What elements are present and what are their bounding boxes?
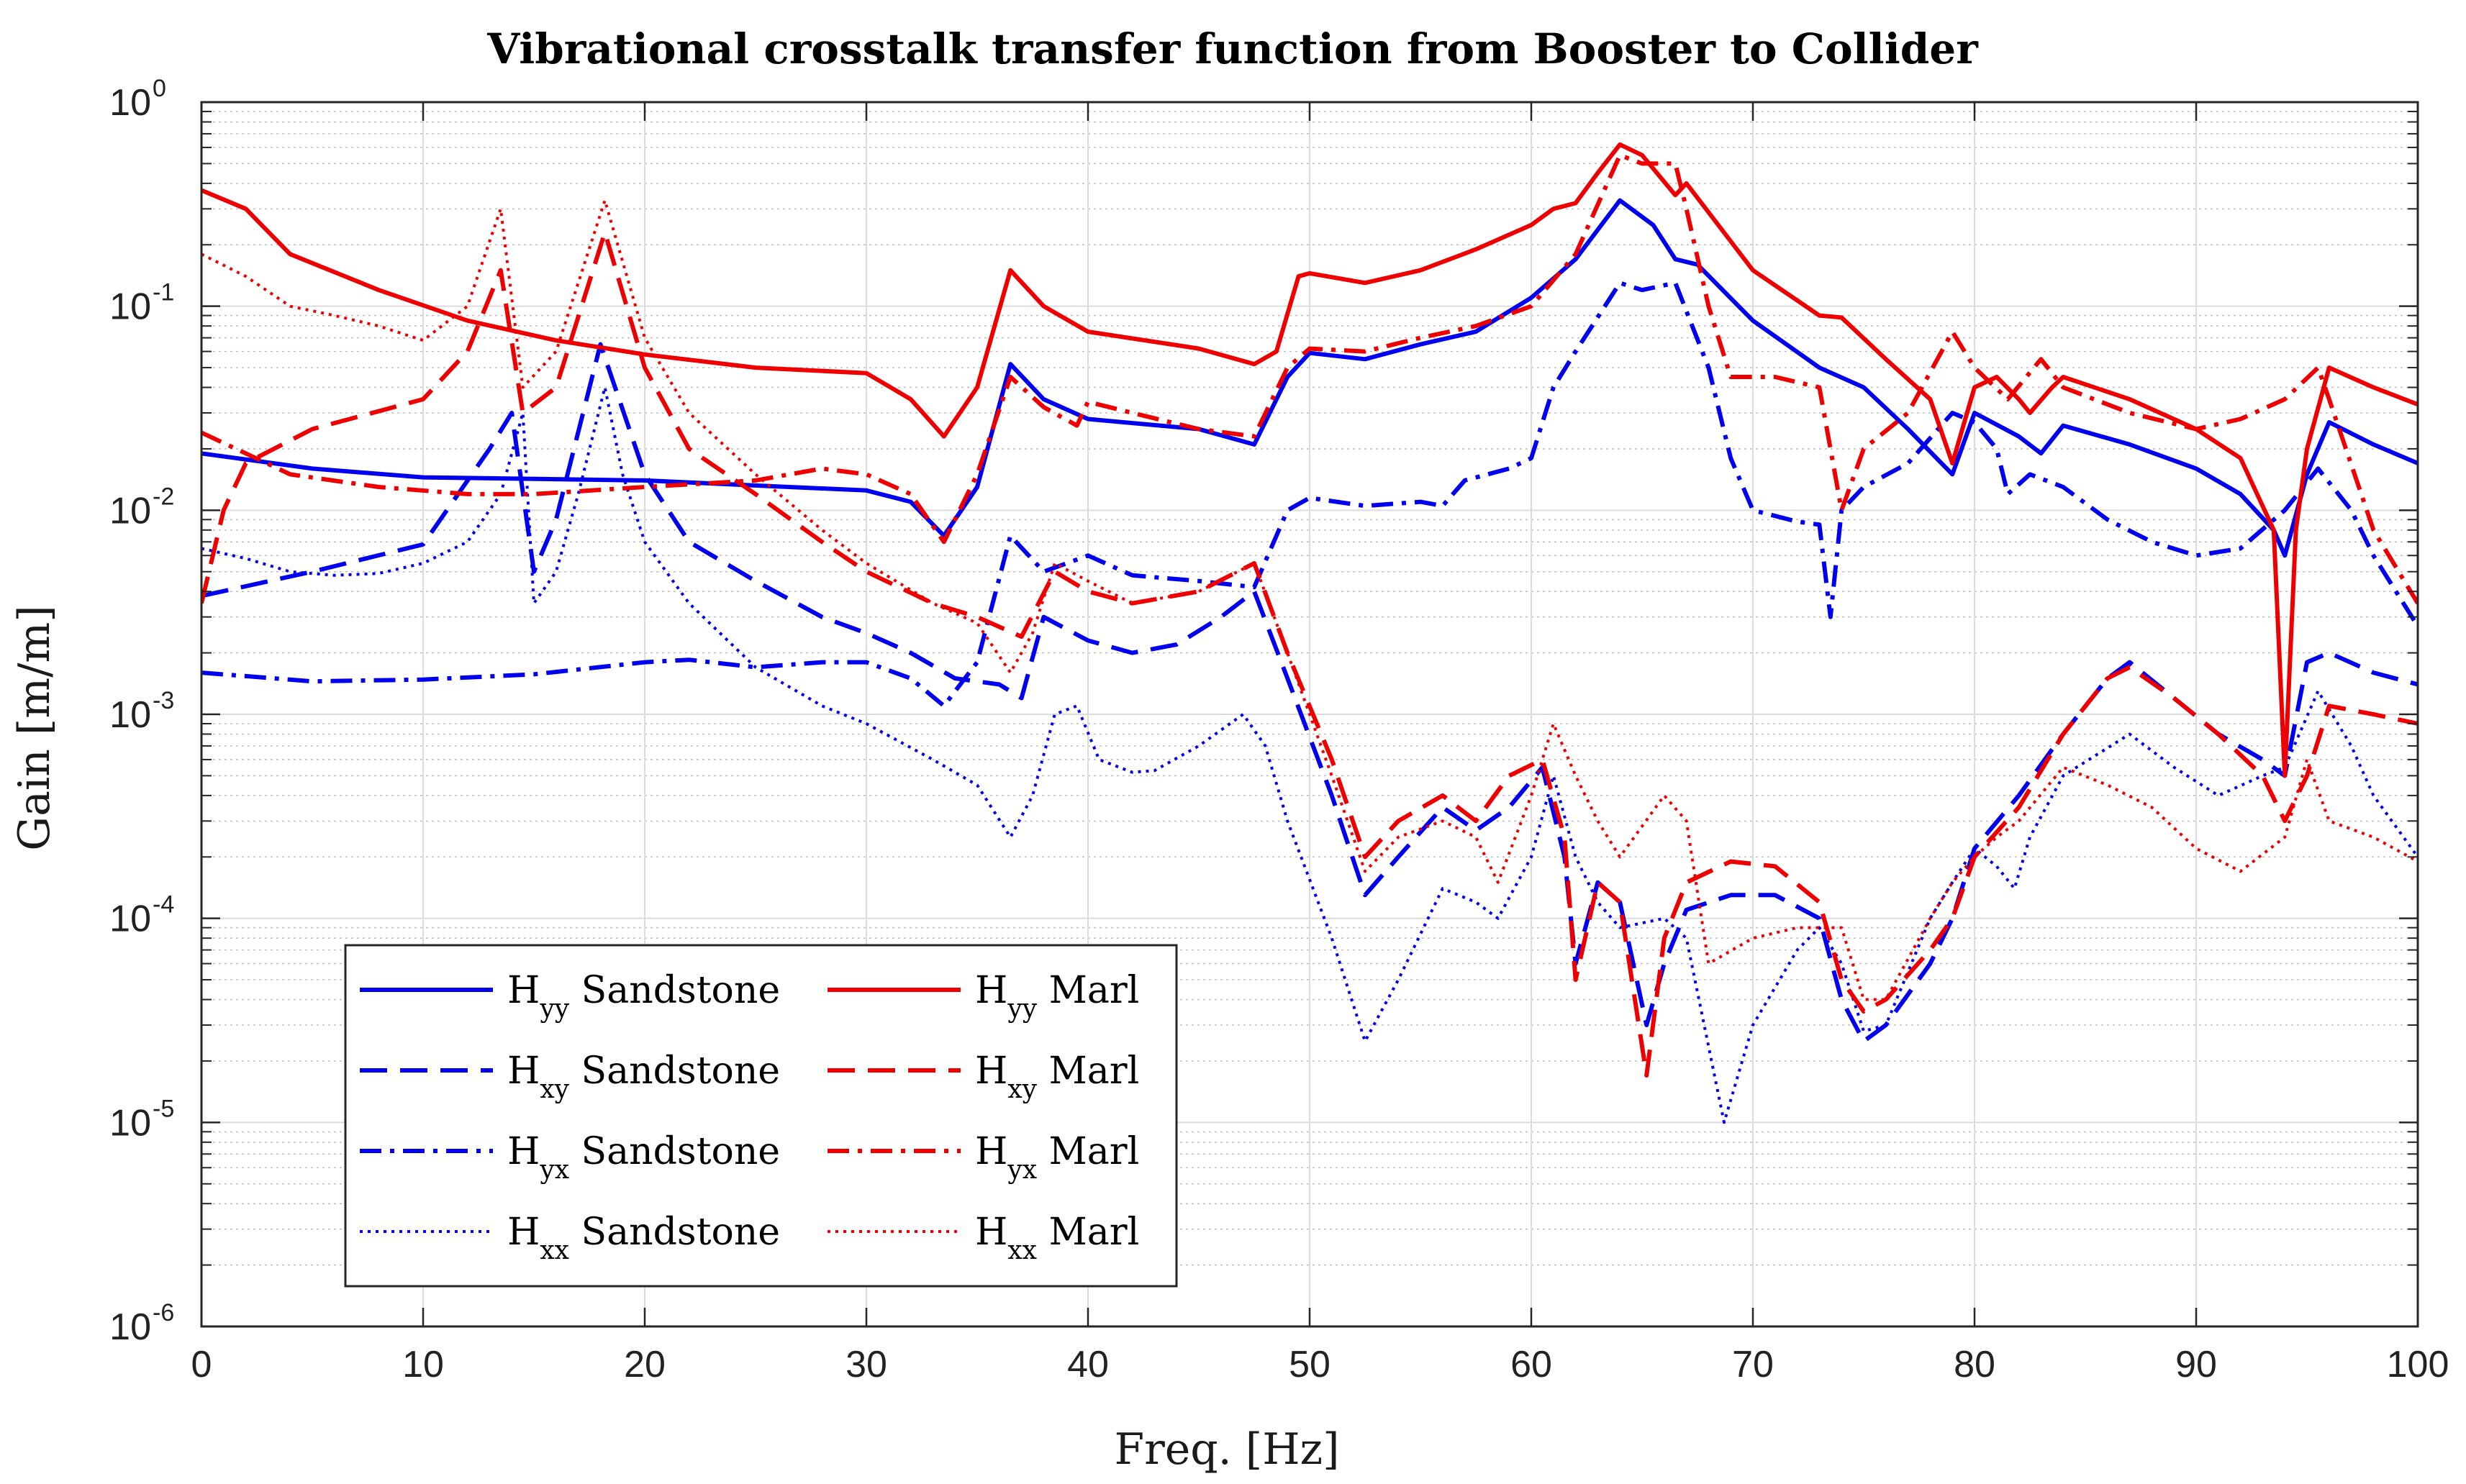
y-tick-label-base: 10 (109, 1102, 151, 1144)
y-tick-label-base: 10 (109, 694, 151, 736)
legend-label: Hyy Sandstone (507, 969, 780, 1024)
legend: Hyy Sandstone Hyy Marl Hxy Sandstone Hxy Ma… (344, 944, 1178, 1288)
y-tick-label: 10 -1 (109, 279, 174, 328)
x-tick-label: 70 (1732, 1344, 1774, 1385)
x-tick-label: 40 (1067, 1344, 1109, 1385)
axis-ticks (200, 101, 2419, 1328)
series-line-2 (201, 342, 2418, 1044)
y-tick-label-base: 10 (109, 1306, 151, 1348)
x-axis-label: Freq. [Hz] (1114, 1424, 1339, 1475)
series-line-5 (201, 142, 2418, 778)
series-line-8 (201, 199, 2418, 1001)
x-tick-label: 60 (1510, 1344, 1552, 1385)
x-tick-label: 80 (1954, 1344, 1995, 1385)
y-tick-label-exponent: -1 (153, 279, 174, 306)
x-tick-label: 0 (191, 1344, 212, 1385)
series-line-4 (201, 386, 2418, 1124)
legend-label: Hyy Marl (975, 969, 1139, 1024)
x-tick-label: 30 (846, 1344, 887, 1385)
x-tick-label: 10 (402, 1344, 444, 1385)
legend-label: Hxy Sandstone (507, 1050, 780, 1104)
x-tick-label: 90 (2175, 1344, 2217, 1385)
x-tick-label: 100 (2387, 1344, 2449, 1385)
y-tick-label-exponent: -3 (153, 687, 174, 714)
y-tick-label-exponent: -5 (153, 1095, 174, 1122)
legend-label: Hyx Marl (975, 1130, 1139, 1185)
y-tick-label-base: 10 (109, 82, 151, 124)
y-tick-label: 10 -4 (109, 891, 174, 940)
chart-title: Vibrational crosstalk transfer function … (486, 24, 1979, 73)
y-tick-label: 10 -3 (109, 687, 174, 736)
y-tick-label-exponent: -6 (153, 1299, 174, 1326)
y-tick-label: 10 -6 (109, 1299, 174, 1348)
y-tick-label: 10 0 (109, 75, 166, 124)
series-line-7 (201, 153, 2418, 605)
y-tick-label-exponent: 0 (153, 75, 166, 102)
legend-box (344, 944, 1178, 1288)
y-tick-label-base: 10 (109, 898, 151, 940)
legend-label: Hxx Marl (975, 1211, 1139, 1265)
y-axis-label: Gain [m/m] (9, 605, 60, 850)
y-tick-label: 10 -5 (109, 1095, 174, 1144)
x-tick-label: 50 (1289, 1344, 1331, 1385)
series-line-6 (201, 230, 2418, 1078)
y-tick-label-base: 10 (109, 286, 151, 328)
series-line-3 (201, 281, 2418, 709)
y-tick-label-exponent: -4 (153, 891, 174, 919)
x-tick-label: 20 (624, 1344, 666, 1385)
legend-label: Hxy Marl (975, 1050, 1139, 1104)
y-tick-label-base: 10 (109, 490, 151, 532)
y-tick-label: 10 -2 (109, 483, 174, 532)
series-group (201, 142, 2418, 1124)
legend-label: Hxx Sandstone (507, 1211, 780, 1265)
y-tick-label-exponent: -2 (153, 483, 174, 510)
legend-label: Hyx Sandstone (507, 1130, 780, 1185)
series-line-1 (201, 198, 2418, 558)
x-tick-labels: 0 10 20 30 40 50 60 70 80 90 100 (191, 1344, 2449, 1385)
